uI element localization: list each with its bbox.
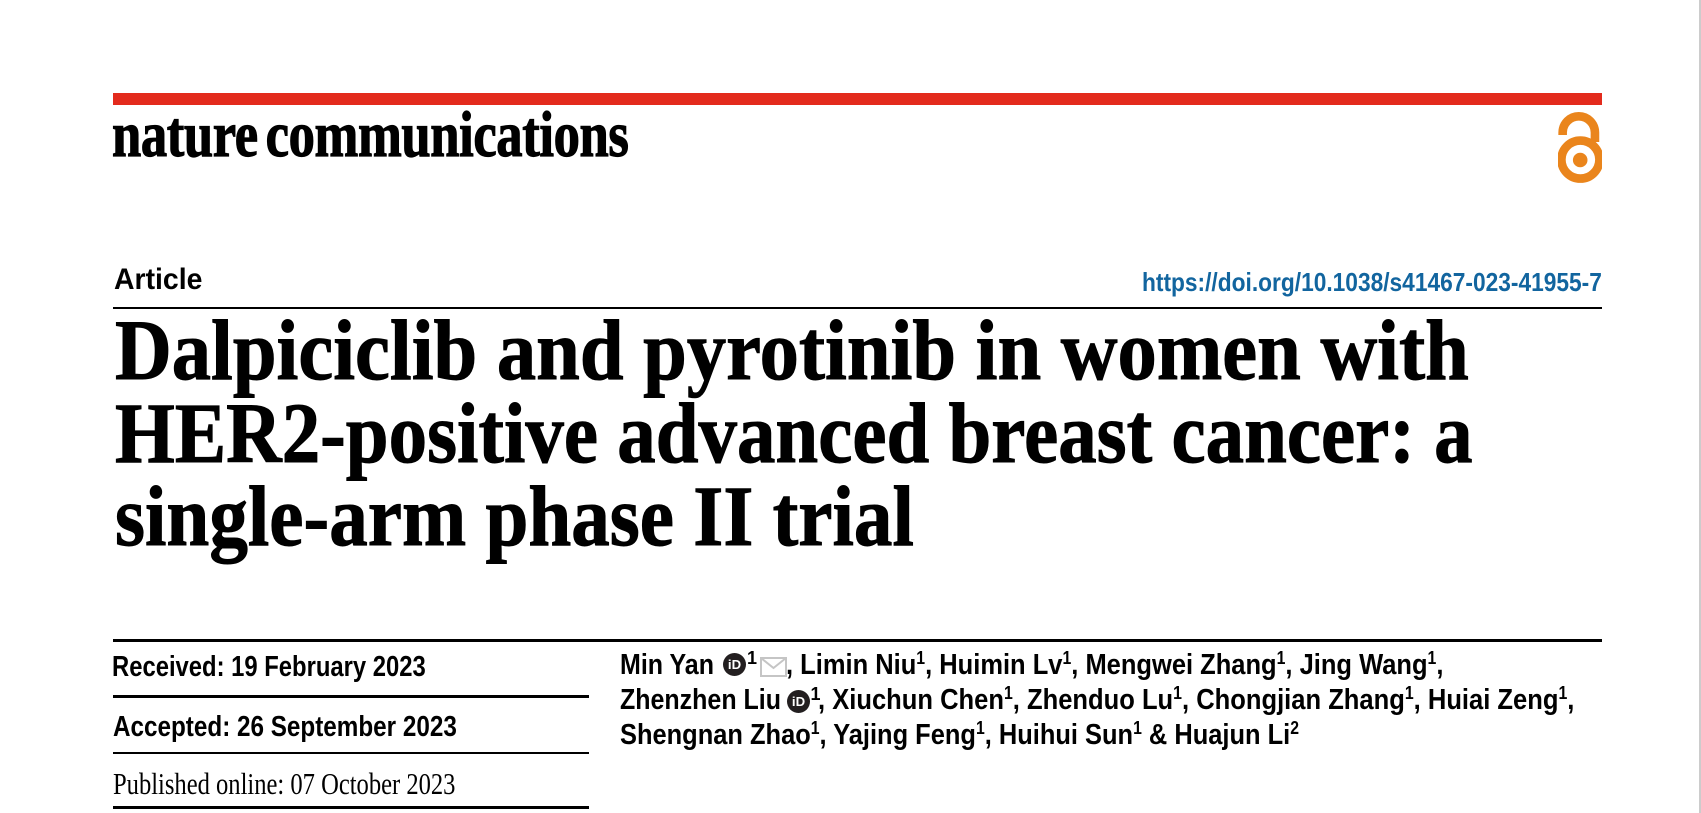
svg-text:iD: iD <box>727 657 740 672</box>
svg-text:iD: iD <box>791 694 804 709</box>
